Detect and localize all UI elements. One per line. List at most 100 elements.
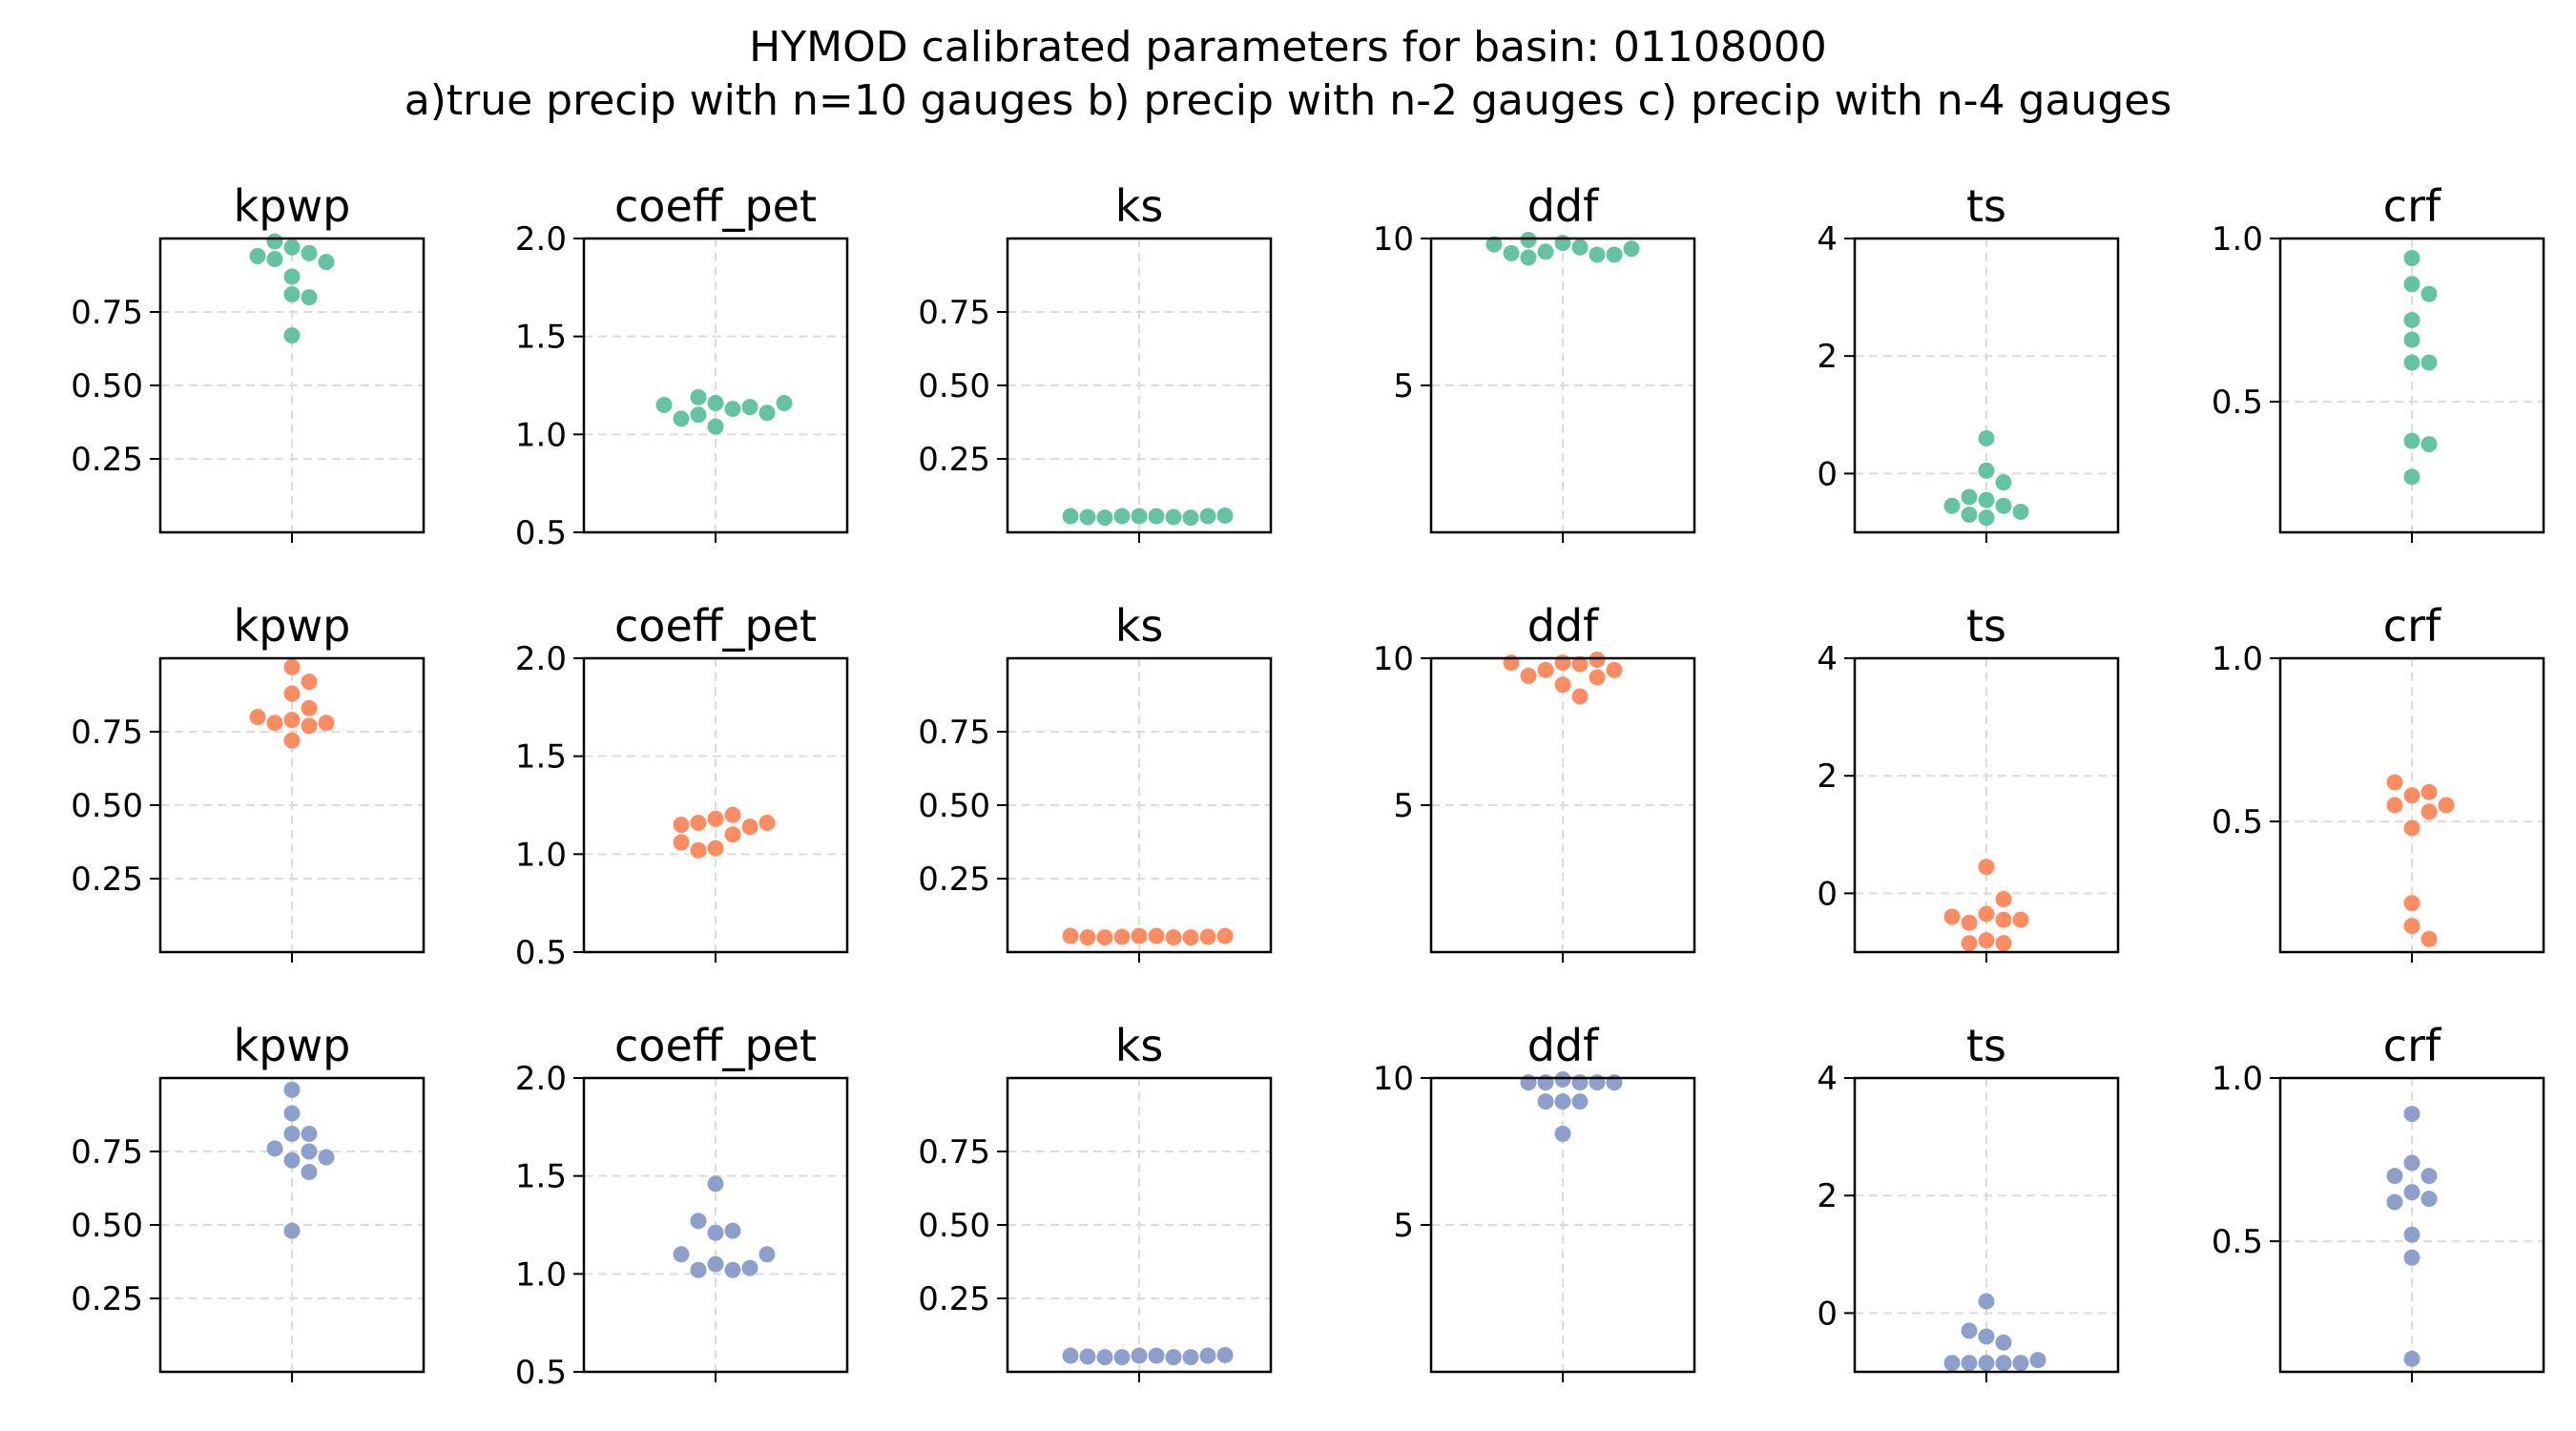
- data-point: [1961, 914, 1978, 931]
- data-point: [1961, 1322, 1978, 1339]
- y-tick-label: 1.0: [2212, 220, 2263, 259]
- axes-frame: [582, 237, 849, 534]
- data-point: [2403, 250, 2420, 267]
- data-point: [1571, 655, 1589, 673]
- data-point: [1165, 508, 1182, 526]
- data-point: [1978, 859, 1995, 876]
- data-point: [741, 399, 758, 416]
- y-tick-label: 1.5: [515, 1158, 567, 1196]
- data-point: [1995, 1334, 2012, 1351]
- panel-title: crf: [2383, 180, 2442, 232]
- y-tick-label: 0.75: [918, 714, 990, 752]
- data-point: [2012, 911, 2029, 928]
- data-point: [1537, 243, 1554, 260]
- y-tick-label: 1.0: [515, 416, 567, 454]
- data-point: [707, 840, 724, 857]
- data-point: [1554, 235, 1571, 252]
- y-tick-label: 0.5: [2212, 384, 2263, 422]
- data-point: [1096, 1349, 1113, 1366]
- data-point: [1182, 509, 1199, 527]
- panel-title: ddf: [1527, 1020, 1600, 1071]
- axes-frame: [1006, 1076, 1273, 1374]
- panel-title: ks: [1115, 1020, 1164, 1071]
- data-point: [2012, 503, 2029, 520]
- data-point: [1995, 497, 2012, 514]
- data-point: [1148, 1347, 1165, 1364]
- y-tick-label: 5: [1393, 787, 1414, 825]
- data-point: [1199, 928, 1216, 945]
- data-point: [2420, 354, 2438, 371]
- y-tick-label: 4: [1817, 220, 1838, 259]
- data-point: [724, 1222, 741, 1239]
- data-point: [301, 674, 318, 691]
- data-point: [1978, 462, 1995, 479]
- data-point: [2403, 468, 2420, 486]
- data-point: [741, 819, 758, 836]
- data-point: [1995, 1355, 2012, 1372]
- data-point: [1148, 508, 1165, 525]
- axes-frame: [1429, 1076, 1696, 1374]
- y-tick-label: 2: [1817, 1177, 1838, 1215]
- data-point: [1113, 508, 1131, 525]
- data-point: [1961, 488, 1978, 506]
- data-point: [1062, 927, 1079, 944]
- panel-coeff_pet-row-2: coeff_pet 0.5 1.0 1.5 2.0: [515, 600, 849, 972]
- data-point: [707, 394, 724, 411]
- data-point: [1199, 1347, 1216, 1364]
- data-point: [318, 254, 335, 271]
- data-point: [1199, 508, 1216, 525]
- data-point: [1961, 935, 1978, 952]
- data-point: [1589, 1074, 1606, 1091]
- data-point: [2012, 1355, 2029, 1372]
- data-point: [707, 418, 724, 435]
- data-point: [1554, 1071, 1571, 1089]
- data-point: [724, 806, 741, 823]
- data-point: [283, 268, 301, 285]
- data-point: [758, 404, 776, 422]
- data-point: [1589, 652, 1606, 669]
- axes-frame: [158, 237, 426, 534]
- data-point: [2403, 276, 2420, 293]
- panel-title: kpwp: [234, 600, 351, 652]
- panel-ks-row-3: ks 0.25 0.50 0.75: [918, 1020, 1273, 1382]
- y-tick-label: 2: [1817, 757, 1838, 796]
- y-tick-label: 2.0: [515, 220, 567, 259]
- data-point: [1520, 232, 1537, 249]
- data-point: [1571, 1093, 1589, 1110]
- data-point: [707, 1175, 724, 1192]
- panel-ks-row-2: ks 0.25 0.50 0.75: [918, 600, 1273, 963]
- data-point: [1503, 654, 1520, 672]
- data-point: [2403, 895, 2420, 912]
- axes-frame: [1853, 656, 2120, 954]
- data-point: [2386, 797, 2403, 814]
- y-tick-label: 1.0: [515, 1255, 567, 1294]
- data-point: [283, 685, 301, 702]
- axes-frame: [158, 1076, 426, 1374]
- y-tick-label: 0.75: [71, 294, 143, 332]
- y-tick-label: 1.5: [515, 319, 567, 357]
- y-tick-label: 0.25: [918, 1280, 990, 1318]
- panel-title: crf: [2383, 600, 2442, 652]
- data-point: [1978, 429, 1995, 446]
- data-point: [1537, 1093, 1554, 1110]
- data-point: [2386, 1193, 2403, 1211]
- panel-ddf-row-1: ddf 5 10: [1373, 180, 1696, 543]
- data-point: [2420, 803, 2438, 820]
- data-point: [1978, 1328, 1995, 1345]
- panel-title: kpwp: [234, 1020, 351, 1071]
- data-point: [1537, 661, 1554, 678]
- data-point: [690, 388, 707, 405]
- data-point: [1554, 676, 1571, 694]
- data-point: [1943, 908, 1961, 925]
- data-point: [758, 1246, 776, 1263]
- axes-frame: [2278, 1076, 2545, 1374]
- data-point: [283, 238, 301, 256]
- data-point: [249, 247, 266, 264]
- y-tick-label: 1.0: [515, 836, 567, 874]
- panel-title: crf: [2383, 1020, 2442, 1071]
- data-point: [2438, 797, 2455, 814]
- panel-crf-row-3: crf 0.5 1.0: [2212, 1020, 2545, 1382]
- data-point: [318, 1149, 335, 1166]
- panel-title: ts: [1966, 1020, 2006, 1071]
- data-point: [1961, 1355, 1978, 1372]
